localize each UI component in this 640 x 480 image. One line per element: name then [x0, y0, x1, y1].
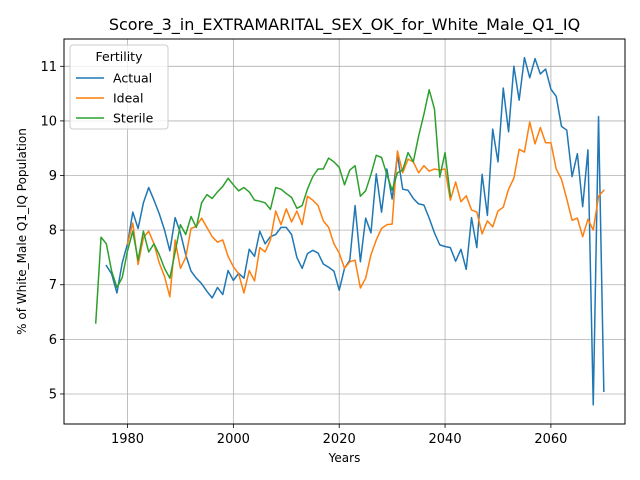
x-axis-label: Years [328, 451, 361, 465]
y-tick-label: 10 [40, 114, 57, 129]
x-axis: 1980 2000 2020 2040 2060 [111, 424, 567, 447]
legend-label-actual: Actual [113, 71, 152, 86]
legend-title: Fertility [96, 49, 144, 64]
plot-frame [63, 38, 626, 425]
series-line-actual [105, 56, 605, 406]
legend-box [69, 44, 169, 130]
legend-entries: Actual Ideal Sterile [76, 71, 154, 126]
series-line-sterile [94, 89, 452, 324]
legend-label-ideal: Ideal [113, 91, 143, 106]
x-tick-label: 2040 [429, 432, 462, 447]
legend-label-sterile: Sterile [113, 111, 154, 126]
y-tick-label: 5 [49, 387, 57, 402]
x-tick-label: 2060 [534, 432, 567, 447]
y-tick-label: 7 [49, 278, 57, 293]
y-axis-label: % of White_Male Q1_IQ Population [15, 128, 29, 335]
series-lines [94, 56, 605, 406]
grid [64, 39, 625, 424]
x-tick-label: 2020 [323, 432, 356, 447]
y-axis: 5 6 7 8 9 10 11 [40, 60, 64, 402]
series-line-ideal [126, 121, 605, 298]
y-tick-label: 8 [49, 224, 57, 239]
y-tick-label: 11 [40, 60, 57, 75]
x-tick-label: 2000 [217, 432, 250, 447]
y-tick-label: 9 [49, 169, 57, 184]
legend: Fertility Actual Ideal Sterile [69, 44, 169, 130]
y-tick-label: 6 [49, 333, 57, 348]
x-tick-label: 1980 [111, 432, 144, 447]
chart-title: Score_3_in_EXTRAMARITAL_SEX_OK_for_White… [109, 15, 580, 35]
